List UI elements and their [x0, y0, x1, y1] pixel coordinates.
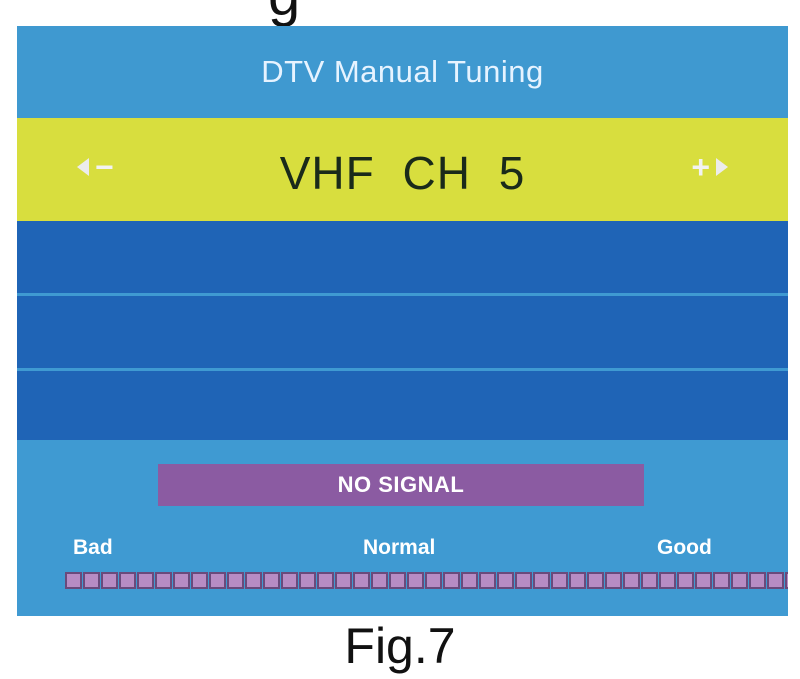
meter-segment: [83, 572, 100, 589]
meter-segment: [731, 572, 748, 589]
meter-segment: [65, 572, 82, 589]
meter-segment: [209, 572, 226, 589]
channel-decrease-button[interactable]: −: [77, 151, 114, 183]
meter-segment: [623, 572, 640, 589]
meter-segment: [713, 572, 730, 589]
signal-status-badge: NO SIGNAL: [158, 464, 644, 506]
meter-label-good: Good: [657, 536, 712, 559]
meter-label-normal: Normal: [363, 536, 436, 559]
meter-segment: [263, 572, 280, 589]
page-header-fragment: g: [268, 0, 338, 32]
meter-segment: [677, 572, 694, 589]
meter-segment: [605, 572, 622, 589]
meter-segment: [317, 572, 334, 589]
meter-segment: [137, 572, 154, 589]
meter-segment: [497, 572, 514, 589]
channel-increase-button[interactable]: +: [691, 151, 728, 183]
meter-segment: [407, 572, 424, 589]
meter-segment: [461, 572, 478, 589]
tv-osd-screen: DTV Manual Tuning − VHF CH 5 + NO SIGNAL…: [17, 26, 788, 616]
meter-segment: [389, 572, 406, 589]
meter-segment: [533, 572, 550, 589]
title-bar: DTV Manual Tuning: [17, 26, 788, 118]
meter-segment: [515, 572, 532, 589]
meter-segment: [695, 572, 712, 589]
meter-segment: [785, 572, 788, 589]
meter-label-bad: Bad: [73, 536, 113, 559]
signal-strength-meter: [65, 572, 788, 589]
channel-label: VHF CH 5: [279, 147, 526, 199]
meter-segment: [659, 572, 676, 589]
channel-selector[interactable]: − VHF CH 5 +: [17, 118, 788, 221]
meter-segment: [299, 572, 316, 589]
meter-segment: [227, 572, 244, 589]
meter-segment: [173, 572, 190, 589]
menu-row-1[interactable]: [17, 221, 788, 293]
meter-segment: [641, 572, 658, 589]
meter-segment: [191, 572, 208, 589]
arrow-left-icon: [77, 158, 89, 176]
meter-segment: [443, 572, 460, 589]
arrow-right-icon: [716, 158, 728, 176]
meter-segment: [119, 572, 136, 589]
meter-segment: [569, 572, 586, 589]
meter-segment: [749, 572, 766, 589]
meter-segment: [335, 572, 352, 589]
meter-segment: [101, 572, 118, 589]
figure-caption: Fig.7: [344, 618, 456, 674]
meter-segment: [587, 572, 604, 589]
meter-segment: [551, 572, 568, 589]
plus-icon: +: [691, 149, 710, 185]
meter-segment: [371, 572, 388, 589]
menu-title: DTV Manual Tuning: [261, 54, 544, 89]
meter-segment: [425, 572, 442, 589]
meter-segment: [479, 572, 496, 589]
menu-row-3[interactable]: [17, 371, 788, 440]
meter-segment: [155, 572, 172, 589]
menu-row-2[interactable]: [17, 296, 788, 368]
minus-icon: −: [95, 149, 114, 185]
meter-segment: [767, 572, 784, 589]
meter-segment: [281, 572, 298, 589]
header-fragment-text: g: [268, 0, 300, 29]
meter-segment: [245, 572, 262, 589]
meter-segment: [353, 572, 370, 589]
